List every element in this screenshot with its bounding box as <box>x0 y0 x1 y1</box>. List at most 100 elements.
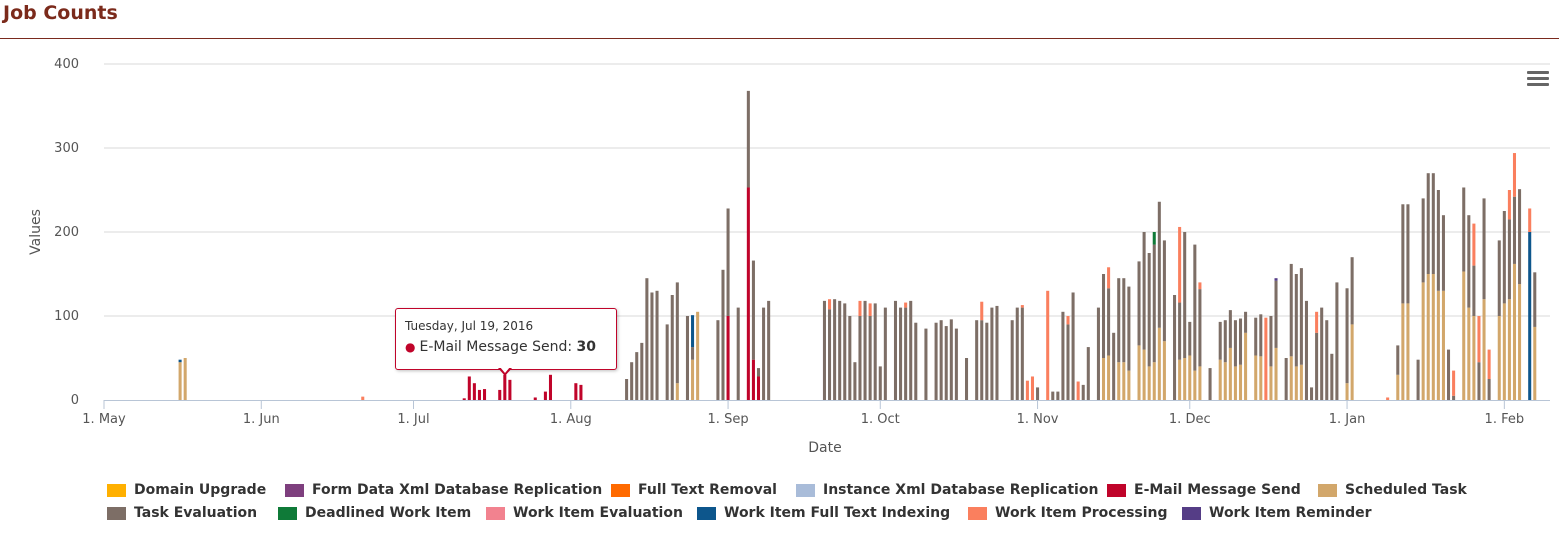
bar-segment <box>1193 370 1197 400</box>
legend-item[interactable]: Work Item Reminder <box>1182 505 1372 521</box>
legend-item[interactable]: Form Data Xml Database Replication <box>285 482 602 498</box>
x-tick-label: 1. Feb <box>1485 412 1525 427</box>
bar-segment <box>483 389 487 400</box>
bar-segment <box>1015 307 1019 400</box>
bar-segment <box>665 324 669 400</box>
bar-segment <box>736 307 740 400</box>
bar-segment <box>833 299 837 400</box>
bar-segment <box>1228 347 1232 400</box>
bar-segment <box>1401 303 1405 400</box>
bar-segment <box>1472 316 1476 400</box>
legend-item[interactable]: Task Evaluation <box>107 505 257 521</box>
legend-label: Form Data Xml Database Replication <box>312 482 603 498</box>
bar-segment <box>828 309 832 400</box>
bar-segment <box>1472 265 1476 316</box>
bar-segment <box>1071 292 1075 400</box>
bar-segment <box>1462 187 1466 272</box>
hamburger-menu-icon[interactable] <box>1527 71 1549 89</box>
bar-segment <box>1010 320 1014 400</box>
bar-segment <box>1264 317 1268 400</box>
bar-segment <box>1036 387 1040 400</box>
legend-item[interactable]: Work Item Full Text Indexing <box>697 505 950 521</box>
x-tick-label: 1. Jan <box>1329 412 1366 427</box>
bar-segment <box>1512 263 1517 400</box>
bar-segment <box>924 328 928 400</box>
bar-segment <box>1477 316 1481 363</box>
bar-segment <box>1238 364 1243 400</box>
bar-segment <box>1198 289 1202 367</box>
bar-segment <box>1157 327 1161 400</box>
bar-segment <box>1259 314 1263 357</box>
bar-segment <box>1228 310 1232 348</box>
bar-segment <box>498 389 502 400</box>
bar-segment <box>873 303 877 400</box>
bar-segment <box>1325 320 1329 400</box>
bar-segment <box>1386 397 1390 400</box>
bar-segment <box>579 384 583 400</box>
bar-segment <box>1426 173 1430 274</box>
bar-segment <box>868 316 872 400</box>
x-tick-label: 1. Jun <box>243 412 280 427</box>
bar-segment <box>914 322 918 400</box>
bar-segment <box>1081 384 1085 400</box>
legend-item[interactable]: Instance Xml Database Replication <box>796 482 1098 498</box>
bar-segment <box>361 396 365 400</box>
bar-segment <box>1198 366 1202 400</box>
legend-item[interactable]: Work Item Processing <box>968 505 1168 521</box>
bar-segment <box>503 374 507 400</box>
bar-segment <box>949 319 953 400</box>
bar-segment <box>843 303 847 400</box>
legend-item[interactable]: E-Mail Message Send <box>1107 482 1301 498</box>
y-axis-title: Values <box>28 209 44 255</box>
legend-item[interactable]: Scheduled Task <box>1318 482 1467 498</box>
bar-segment <box>1198 282 1202 290</box>
legend-item[interactable]: Full Text Removal <box>611 482 777 498</box>
tooltip-date: Tuesday, Jul 19, 2016 <box>405 319 534 333</box>
bar-segment <box>1304 300 1308 400</box>
legend-label: Work Item Full Text Indexing <box>724 505 951 521</box>
bar-segment <box>1310 387 1314 400</box>
bar-segment <box>1350 324 1354 400</box>
bar-segment <box>472 383 476 400</box>
bar-segment <box>1436 290 1440 400</box>
legend-label: Instance Xml Database Replication <box>823 482 1099 498</box>
bar-segment <box>939 320 943 400</box>
bar-segment <box>548 374 553 400</box>
bar-segment <box>1183 232 1187 358</box>
bar-segment <box>1512 153 1517 197</box>
legend-item[interactable]: Domain Upgrade <box>107 482 266 498</box>
x-tick-label: 1. Oct <box>861 412 900 427</box>
bar-segment <box>675 282 679 384</box>
bar-segment <box>1142 349 1146 400</box>
bar-segment <box>1512 196 1517 264</box>
bar-segment <box>1178 226 1182 303</box>
legend-item[interactable]: Work Item Evaluation <box>486 505 683 521</box>
bar-segment <box>1051 391 1055 400</box>
legend-label: Work Item Processing <box>995 505 1168 521</box>
bar-segment <box>1254 317 1258 356</box>
legend-swatch <box>107 506 126 520</box>
bar-segment <box>1218 359 1222 400</box>
bar-segment <box>1056 391 1060 400</box>
legend-label: Task Evaluation <box>134 505 258 521</box>
bar-segment <box>1345 288 1349 384</box>
bar-segment <box>650 292 654 400</box>
bar-segment <box>1472 223 1476 266</box>
bar-segment <box>183 358 187 400</box>
bar-segment <box>838 300 842 400</box>
bar-segment <box>462 398 466 400</box>
x-tick-label: 1. Nov <box>1017 412 1059 427</box>
bar-segment <box>640 342 644 400</box>
legend-label: Domain Upgrade <box>134 482 267 498</box>
bar-segment <box>1025 380 1029 400</box>
bar-segment <box>858 300 862 316</box>
bar-segment <box>883 307 887 400</box>
bar-segment <box>904 307 908 400</box>
bar-segment <box>508 379 512 400</box>
legend-item[interactable]: Deadlined Work Item <box>278 505 471 521</box>
x-tick-label: 1. May <box>82 412 126 427</box>
bar-segment <box>1020 305 1024 308</box>
bar-segment <box>1147 366 1151 400</box>
bar-segment <box>1487 349 1491 379</box>
bar-segment <box>1208 368 1212 400</box>
